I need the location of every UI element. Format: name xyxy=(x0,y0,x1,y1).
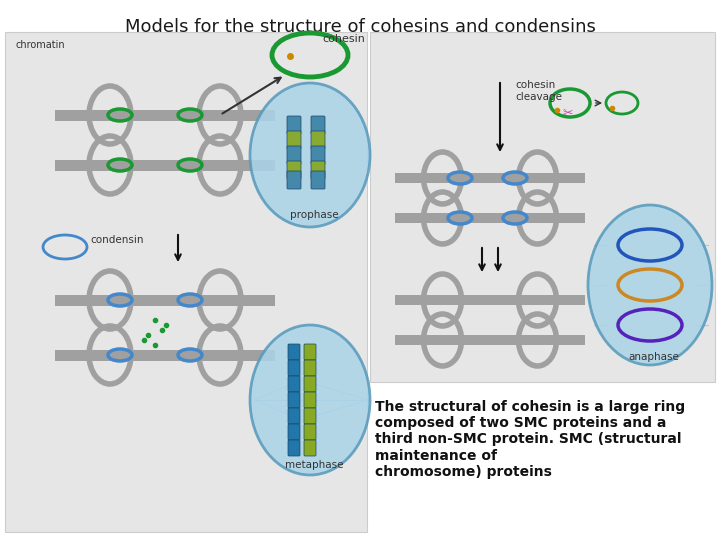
FancyBboxPatch shape xyxy=(395,213,585,223)
FancyBboxPatch shape xyxy=(287,171,301,189)
FancyBboxPatch shape xyxy=(287,161,301,179)
FancyBboxPatch shape xyxy=(304,408,316,424)
FancyBboxPatch shape xyxy=(287,116,301,134)
FancyBboxPatch shape xyxy=(304,392,316,408)
FancyBboxPatch shape xyxy=(55,294,275,306)
Text: cohesin: cohesin xyxy=(322,34,365,44)
FancyBboxPatch shape xyxy=(311,116,325,134)
FancyBboxPatch shape xyxy=(5,32,367,532)
Text: prophase: prophase xyxy=(290,210,338,220)
FancyBboxPatch shape xyxy=(304,344,316,360)
FancyBboxPatch shape xyxy=(288,344,300,360)
FancyBboxPatch shape xyxy=(55,159,275,171)
FancyBboxPatch shape xyxy=(311,171,325,189)
FancyBboxPatch shape xyxy=(287,146,301,164)
FancyBboxPatch shape xyxy=(311,161,325,179)
FancyBboxPatch shape xyxy=(288,392,300,408)
FancyBboxPatch shape xyxy=(304,360,316,376)
FancyBboxPatch shape xyxy=(304,440,316,456)
FancyBboxPatch shape xyxy=(395,173,585,183)
FancyBboxPatch shape xyxy=(288,360,300,376)
FancyBboxPatch shape xyxy=(288,408,300,424)
Text: cohesin
cleavage: cohesin cleavage xyxy=(515,80,562,102)
Text: condensin: condensin xyxy=(90,235,143,245)
FancyBboxPatch shape xyxy=(395,335,585,345)
FancyBboxPatch shape xyxy=(55,349,275,361)
Text: ✂: ✂ xyxy=(562,107,572,120)
FancyBboxPatch shape xyxy=(370,32,715,382)
FancyBboxPatch shape xyxy=(55,110,275,120)
Ellipse shape xyxy=(250,83,370,227)
FancyBboxPatch shape xyxy=(395,295,585,305)
FancyBboxPatch shape xyxy=(304,376,316,392)
Text: metaphase: metaphase xyxy=(285,460,343,470)
FancyBboxPatch shape xyxy=(287,131,301,149)
FancyBboxPatch shape xyxy=(288,424,300,440)
FancyBboxPatch shape xyxy=(288,376,300,392)
Text: The structural of cohesin is a large ring
composed of two SMC proteins and a
thi: The structural of cohesin is a large rin… xyxy=(375,400,685,479)
FancyBboxPatch shape xyxy=(311,146,325,164)
Text: Models for the structure of cohesins and condensins: Models for the structure of cohesins and… xyxy=(125,18,595,36)
FancyBboxPatch shape xyxy=(304,424,316,440)
FancyBboxPatch shape xyxy=(311,131,325,149)
Text: chromatin: chromatin xyxy=(15,40,65,50)
Ellipse shape xyxy=(250,325,370,475)
Text: anaphase: anaphase xyxy=(628,352,679,362)
Ellipse shape xyxy=(588,205,712,365)
FancyBboxPatch shape xyxy=(288,440,300,456)
